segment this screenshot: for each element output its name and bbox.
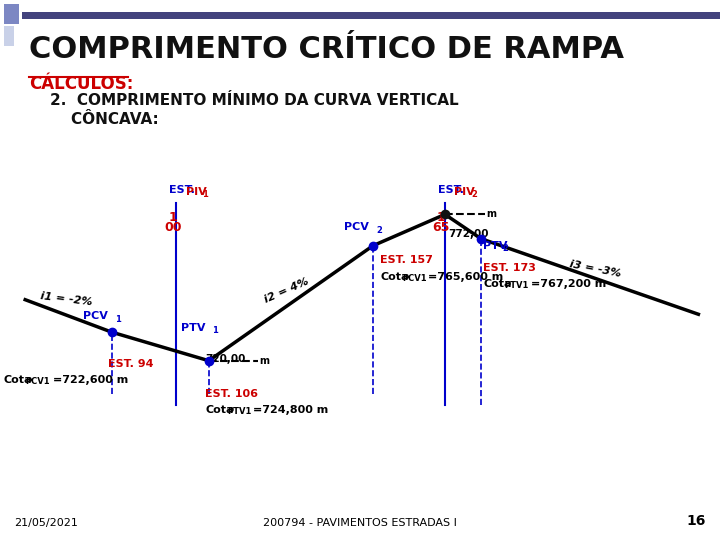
Text: 2.  COMPRIMENTO MÍNIMO DA CURVA VERTICAL: 2. COMPRIMENTO MÍNIMO DA CURVA VERTICAL [50,93,459,108]
Text: 2: 2 [471,190,477,199]
Text: EST. 94: EST. 94 [108,359,153,369]
Text: EST.: EST. [169,185,195,195]
Text: PCV: PCV [83,311,108,321]
Text: EST.: EST. [438,185,464,195]
Text: 16: 16 [686,514,706,528]
Text: EST. 173: EST. 173 [483,263,536,273]
FancyBboxPatch shape [4,26,14,46]
Text: PIV: PIV [186,187,207,197]
Text: i1 = -2%: i1 = -2% [40,292,93,308]
Text: PTV: PTV [483,241,508,252]
Text: Cota: Cota [380,272,409,282]
Text: 1: 1 [202,190,208,199]
FancyBboxPatch shape [4,4,19,24]
Text: 1: 1 [115,315,121,324]
Text: =722,600 m: =722,600 m [53,375,128,386]
Text: 1: 1 [437,211,446,224]
Text: Cota: Cota [205,405,234,415]
Text: 720,00: 720,00 [205,354,246,364]
Text: PTV: PTV [181,322,205,333]
Text: 1: 1 [168,211,177,224]
Text: 00: 00 [164,221,181,234]
Text: Cota: Cota [4,375,32,386]
Text: PCV1: PCV1 [25,377,50,387]
Text: 1: 1 [212,326,218,335]
Text: 21/05/2021: 21/05/2021 [14,518,78,528]
Text: 2: 2 [503,244,508,253]
Text: i2 = 4%: i2 = 4% [263,276,310,305]
Text: EST. 157: EST. 157 [380,255,433,266]
Text: m: m [486,210,496,219]
Text: 65: 65 [433,221,450,234]
Text: 772,00: 772,00 [449,229,489,239]
Text: PCV: PCV [344,222,369,232]
Text: COMPRIMENTO CRÍTICO DE RAMPA: COMPRIMENTO CRÍTICO DE RAMPA [29,35,624,64]
FancyBboxPatch shape [22,12,720,19]
Text: PCV1: PCV1 [402,274,426,283]
Text: EST. 106: EST. 106 [205,389,258,399]
Text: CÁLCULOS:: CÁLCULOS: [29,75,133,92]
Text: Cota: Cota [483,279,512,289]
Text: CÔNCAVA:: CÔNCAVA: [50,112,159,127]
Text: =724,800 m: =724,800 m [253,405,329,415]
Text: PTV1: PTV1 [227,407,251,416]
Text: i3 = -3%: i3 = -3% [569,259,622,279]
Text: 2: 2 [377,226,382,235]
Text: PTV1: PTV1 [505,281,529,291]
Text: PIV: PIV [454,187,475,197]
Text: m: m [259,356,269,366]
Text: =767,200 m: =767,200 m [531,279,607,289]
Text: =765,600 m: =765,600 m [428,272,503,282]
Text: 200794 - PAVIMENTOS ESTRADAS I: 200794 - PAVIMENTOS ESTRADAS I [263,518,457,528]
